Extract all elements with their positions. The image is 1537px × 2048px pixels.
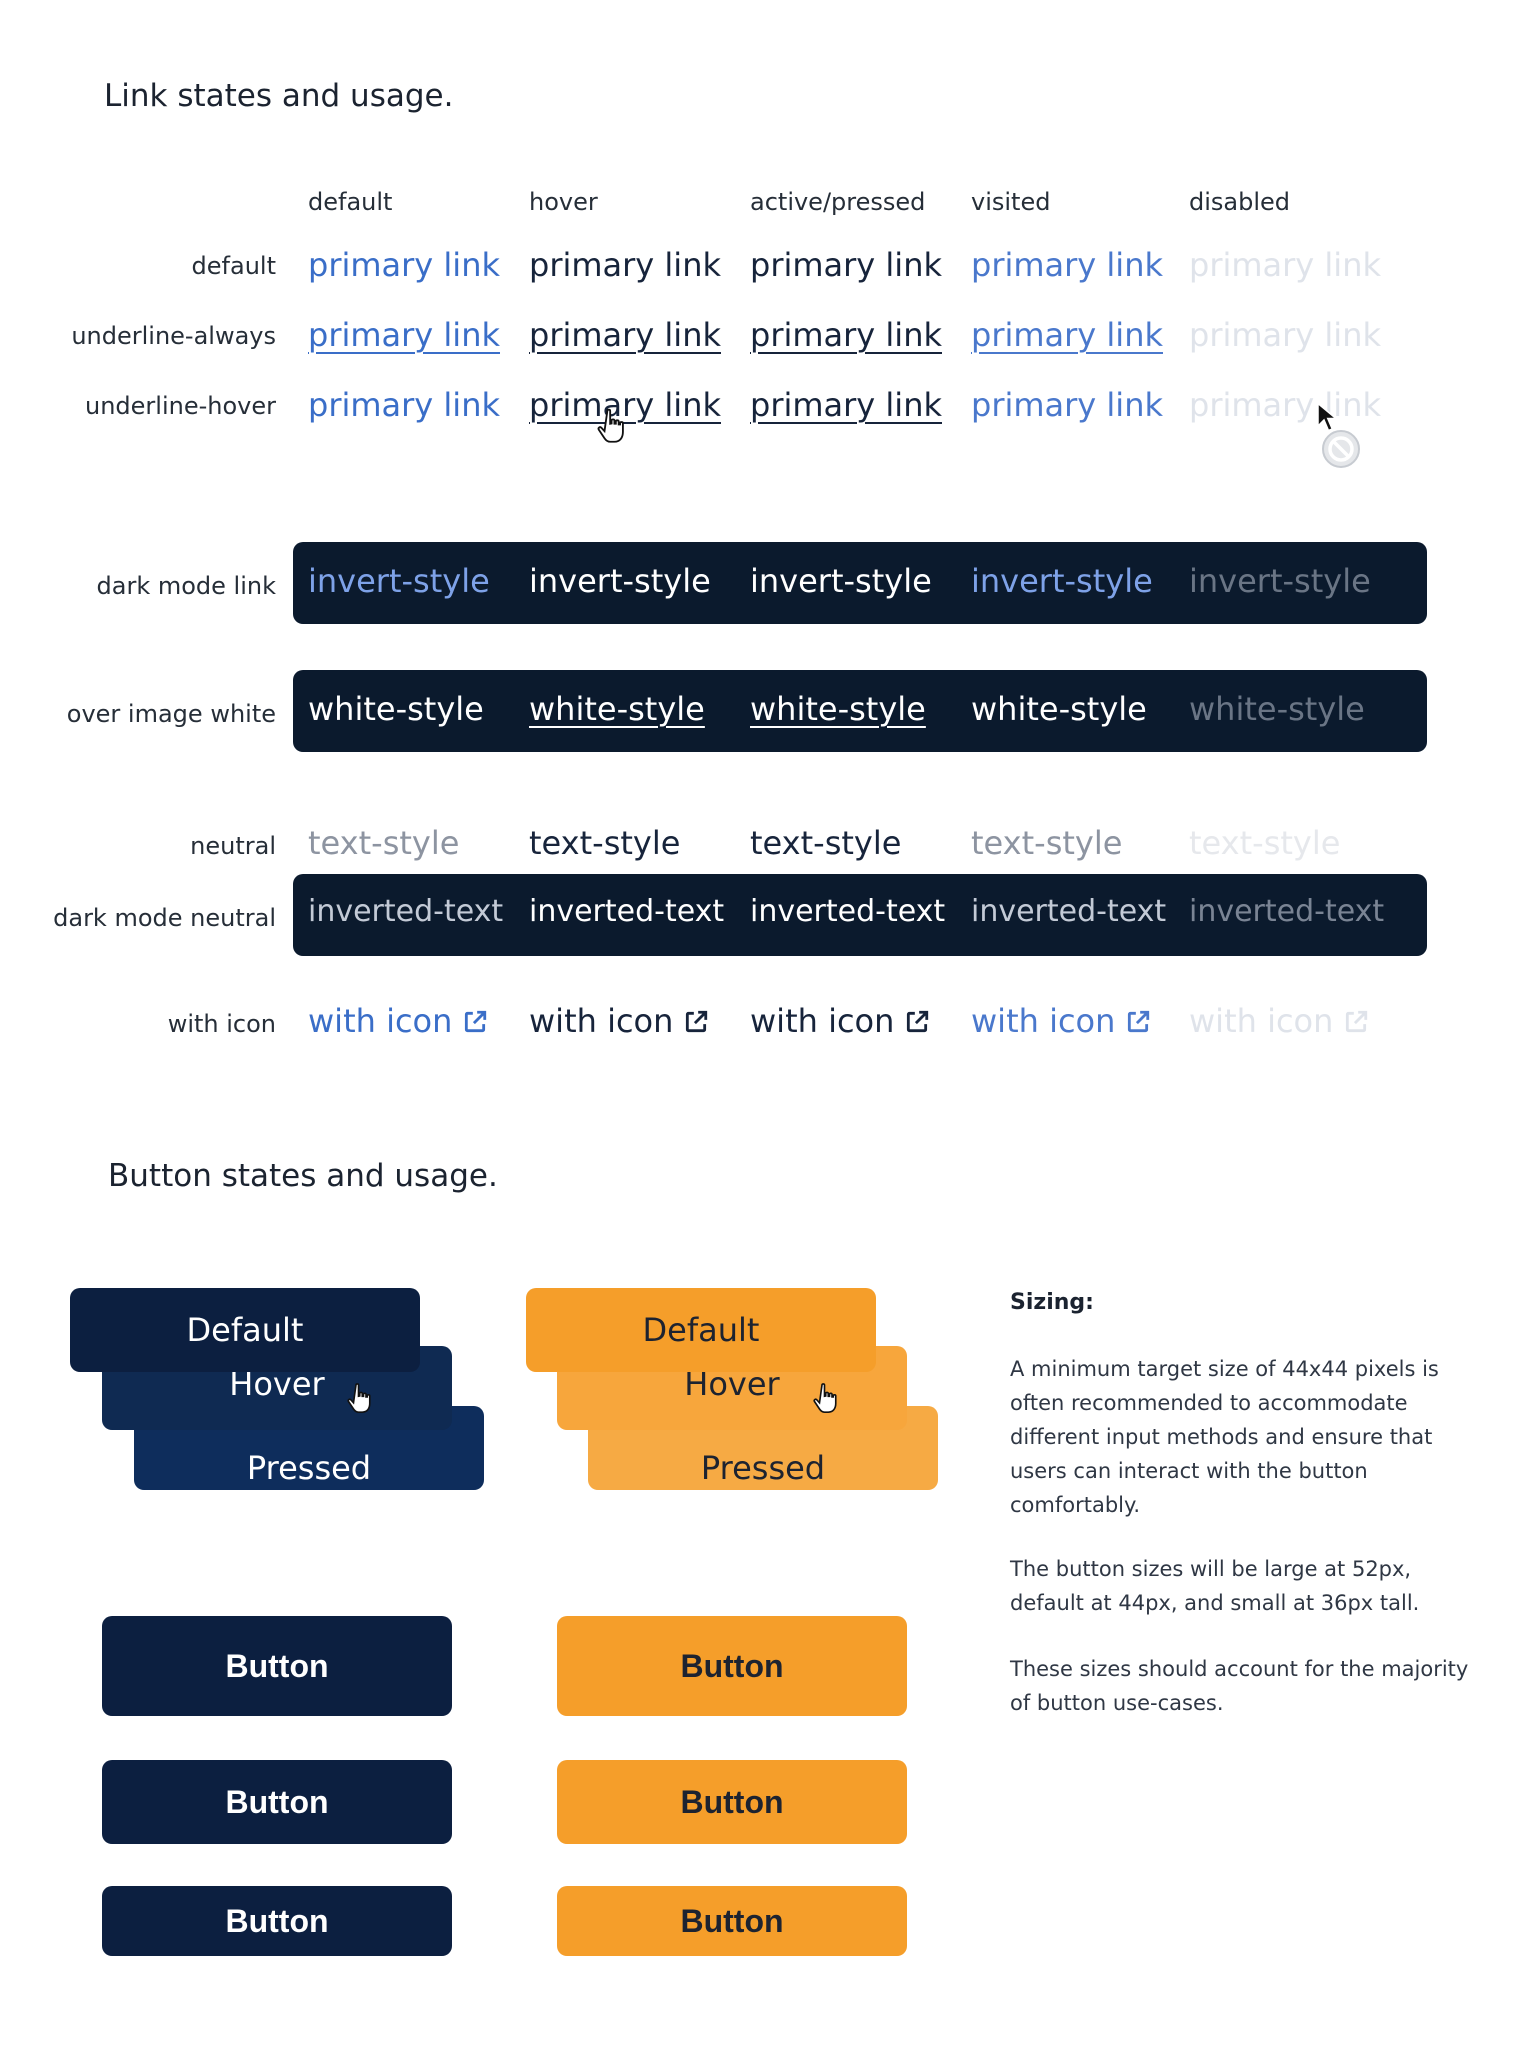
row-label-neutral: neutral	[190, 832, 276, 860]
navy-default-label: Default	[186, 1311, 304, 1349]
sizing-note-title: Sizing:	[1010, 1290, 1094, 1315]
orange-default-size-button[interactable]: Button	[557, 1760, 907, 1844]
link-underline-always-active[interactable]: primary link	[750, 316, 942, 354]
neutral-link-disabled: text-style	[1189, 824, 1341, 862]
neutral-link-default[interactable]: text-style	[308, 824, 460, 862]
dark-link-disabled: invert-style	[1189, 562, 1371, 600]
dark-neutral-default[interactable]: inverted-text	[308, 894, 504, 929]
navy-pressed-label: Pressed	[246, 1449, 372, 1487]
dark-neutral-bar	[293, 874, 1427, 956]
link-underline-always-default[interactable]: primary link	[308, 316, 500, 354]
row-label-underline-always: underline-always	[71, 322, 276, 350]
sizing-note-paragraph-3: These sizes should account for the major…	[1010, 1657, 1469, 1715]
col-header-default: default	[308, 188, 393, 216]
hand-pointer-icon	[597, 408, 624, 443]
external-link-icon	[907, 1010, 929, 1033]
sizing-note-paragraph-1: A minimum target size of 44x44 pixels is…	[1010, 1357, 1439, 1517]
dark-link-hover[interactable]: invert-style	[529, 562, 711, 600]
dark-link-active[interactable]: invert-style	[750, 562, 932, 600]
orange-default-button[interactable]: Default	[526, 1288, 876, 1372]
link-underline-always-hover[interactable]: primary link	[529, 316, 721, 354]
dark-mode-link-bar	[293, 542, 1427, 624]
link-underline-hover-disabled: primary link	[1189, 386, 1381, 424]
link-underline-always-disabled: primary link	[1189, 316, 1381, 354]
navy-default-size-button[interactable]: Button	[102, 1760, 452, 1844]
navy-default-button[interactable]: Default	[70, 1288, 420, 1372]
icon-link-disabled: with icon	[1189, 1002, 1369, 1040]
icon-link-hover-label: with icon	[529, 1002, 674, 1040]
link-underline-hover-default[interactable]: primary link	[308, 386, 500, 424]
link-underline-hover-hover[interactable]: primary link	[529, 386, 721, 424]
icon-link-active[interactable]: with icon	[750, 1002, 930, 1040]
hand-pointer-icon	[813, 1383, 837, 1413]
link-default-active[interactable]: primary link	[750, 246, 942, 284]
dark-link-default[interactable]: invert-style	[308, 562, 490, 600]
external-link-icon	[686, 1010, 708, 1033]
not-allowed-icon	[1322, 430, 1360, 468]
orange-pressed-label: Pressed	[700, 1449, 826, 1487]
col-header-disabled: disabled	[1189, 188, 1291, 216]
col-header-active: active/pressed	[750, 188, 926, 216]
neutral-link-active[interactable]: text-style	[750, 824, 902, 862]
over-image-bar	[293, 670, 1427, 752]
dark-neutral-active[interactable]: inverted-text	[750, 894, 946, 929]
row-label-underline-hover: underline-hover	[85, 392, 276, 420]
icon-link-hover[interactable]: with icon	[529, 1002, 709, 1040]
dark-neutral-visited[interactable]: inverted-text	[971, 894, 1167, 929]
row-label-dark-mode-neutral: dark mode neutral	[53, 904, 276, 932]
link-default-hover[interactable]: primary link	[529, 246, 721, 284]
white-link-visited[interactable]: white-style	[971, 690, 1147, 728]
white-link-hover[interactable]: white-style	[529, 690, 705, 728]
link-default-default[interactable]: primary link	[308, 246, 500, 284]
navy-small-button[interactable]: Button	[102, 1886, 452, 1956]
icon-link-visited[interactable]: with icon	[971, 1002, 1151, 1040]
row-label-default: default	[191, 252, 276, 280]
hand-pointer-icon	[347, 1383, 371, 1413]
arrow-pointer-icon	[1317, 402, 1338, 432]
external-link-icon	[1346, 1010, 1368, 1033]
link-underline-hover-active[interactable]: primary link	[750, 386, 942, 424]
col-header-visited: visited	[971, 188, 1051, 216]
dark-link-visited[interactable]: invert-style	[971, 562, 1153, 600]
buttons-section-title: Button states and usage.	[108, 1158, 498, 1194]
link-default-visited[interactable]: primary link	[971, 246, 1163, 284]
row-label-with-icon: with icon	[167, 1010, 276, 1038]
row-label-over-image-white: over image white	[66, 700, 276, 728]
links-section-title: Link states and usage.	[104, 78, 454, 114]
neutral-link-hover[interactable]: text-style	[529, 824, 681, 862]
link-underline-hover-visited[interactable]: primary link	[971, 386, 1163, 424]
orange-small-button[interactable]: Button	[557, 1886, 907, 1956]
external-link-icon	[465, 1010, 487, 1033]
icon-link-default[interactable]: with icon	[308, 1002, 488, 1040]
col-header-hover: hover	[529, 188, 598, 216]
icon-link-disabled-label: with icon	[1189, 1002, 1334, 1040]
sizing-note-paragraph-2: The button sizes will be large at 52px, …	[1010, 1557, 1420, 1615]
white-link-active[interactable]: white-style	[750, 690, 926, 728]
icon-link-visited-label: with icon	[971, 1002, 1116, 1040]
link-underline-always-visited[interactable]: primary link	[971, 316, 1163, 354]
external-link-icon	[1128, 1010, 1150, 1033]
white-link-disabled: white-style	[1189, 690, 1365, 728]
orange-large-button[interactable]: Button	[557, 1616, 907, 1716]
navy-large-button[interactable]: Button	[102, 1616, 452, 1716]
icon-link-active-label: with icon	[750, 1002, 895, 1040]
icon-link-default-label: with icon	[308, 1002, 453, 1040]
white-link-default[interactable]: white-style	[308, 690, 484, 728]
neutral-link-visited[interactable]: text-style	[971, 824, 1123, 862]
link-default-disabled: primary link	[1189, 246, 1381, 284]
dark-neutral-hover[interactable]: inverted-text	[529, 894, 725, 929]
orange-default-label: Default	[642, 1311, 760, 1349]
row-label-dark-mode-link: dark mode link	[96, 572, 276, 600]
dark-neutral-disabled: inverted-text	[1189, 894, 1385, 929]
